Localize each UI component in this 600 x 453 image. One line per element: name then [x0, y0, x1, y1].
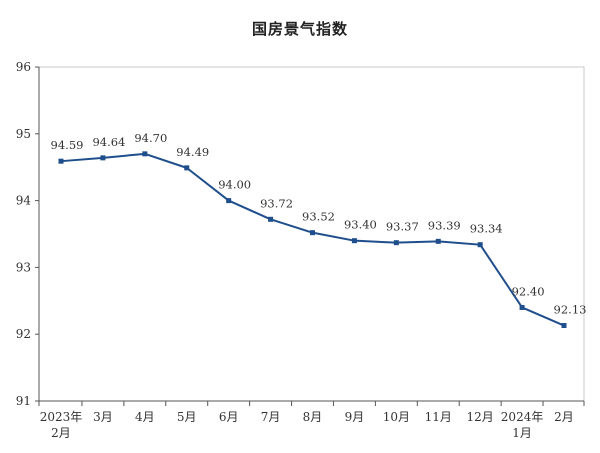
data-label: 93.37 — [386, 220, 419, 234]
data-label: 93.34 — [470, 222, 503, 236]
data-label: 94.00 — [218, 178, 251, 192]
series-line — [60, 152, 565, 327]
data-label: 92.40 — [512, 284, 545, 298]
y-tick-label: 91 — [16, 394, 31, 408]
x-tick-label: 11月 — [425, 410, 452, 424]
series-layer — [58, 151, 567, 329]
data-point — [310, 230, 315, 236]
data-point — [226, 198, 232, 204]
data-point — [519, 304, 525, 310]
chart-title: 国房景气指数 — [251, 20, 348, 38]
data-point — [351, 238, 357, 244]
data-point — [100, 155, 106, 161]
data-point — [268, 216, 274, 222]
data-label: 94.70 — [134, 131, 167, 145]
y-tick-label: 95 — [16, 127, 31, 141]
y-tick-label: 93 — [16, 260, 31, 274]
x-tick-label: 12月 — [467, 410, 494, 424]
data-labels-layer: 94.59 94.64 94.70 94.49 94.00 93.72 93.52 93.40… — [51, 131, 587, 317]
x-tick-label: 3月 — [93, 410, 113, 424]
x-tick-label: 2024年 1月 — [501, 410, 544, 440]
data-label: 94.64 — [92, 135, 125, 149]
x-tick-label: 2023年 2月 — [40, 410, 83, 440]
y-tick-label: 92 — [16, 327, 31, 341]
x-tick-label: 5月 — [177, 410, 197, 424]
data-label: 93.40 — [344, 218, 377, 232]
data-label: 94.59 — [51, 138, 84, 152]
x-tick-label: 8月 — [303, 410, 323, 424]
data-label: 93.52 — [302, 210, 335, 224]
x-axis-ticks: 2023年 2月 3月 4月 5月 6月 7月 8月 9月 10月 11月 12月 2024年 1月 2月 — [38, 401, 585, 440]
data-label: 93.39 — [428, 218, 461, 232]
data-point — [477, 242, 483, 248]
x-tick-label: 7月 — [261, 410, 281, 424]
data-point — [393, 240, 399, 246]
data-point — [435, 238, 441, 244]
y-tick-label: 96 — [16, 60, 31, 74]
y-tick-label: 94 — [16, 194, 32, 208]
x-tick-label: 9月 — [345, 410, 365, 424]
data-point — [561, 323, 567, 329]
data-point — [142, 151, 148, 157]
data-label: 93.72 — [260, 196, 293, 210]
x-tick-label: 4月 — [135, 410, 155, 424]
data-point — [58, 158, 64, 164]
x-tick-label: 2月 — [554, 410, 574, 424]
y-axis-ticks: 91 92 93 94 95 96 — [16, 60, 39, 408]
data-point — [184, 165, 190, 171]
x-tick-label: 10月 — [383, 410, 410, 424]
x-tick-label: 6月 — [219, 410, 239, 424]
data-label: 94.49 — [176, 145, 209, 159]
data-label: 92.13 — [554, 303, 587, 317]
